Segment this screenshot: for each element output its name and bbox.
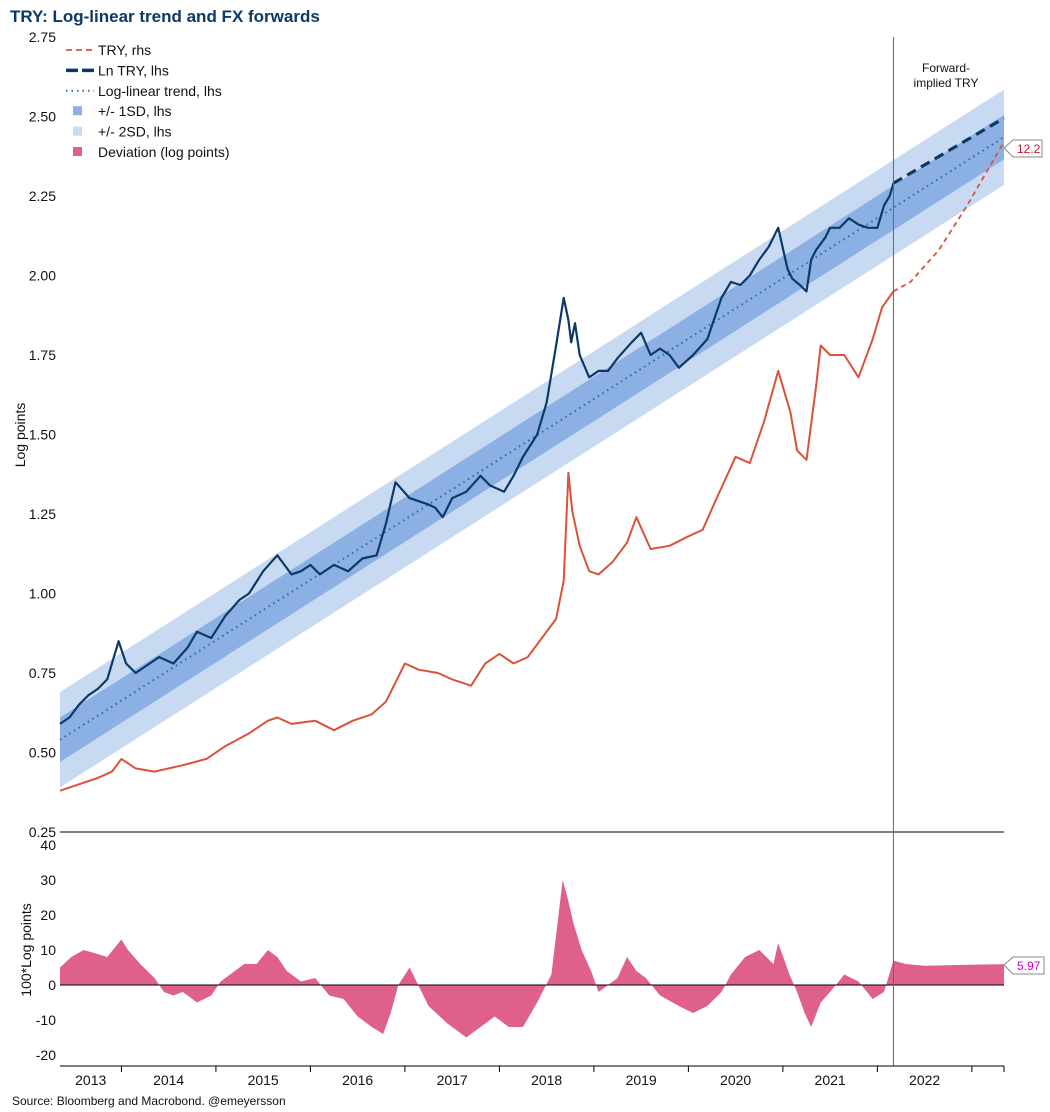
x-axis: 2013 2014 2015 2016 2017 2018 2019 2020 2021 2022 — [60, 1065, 1005, 1088]
chart-title: TRY: Log-linear trend and FX forwards — [10, 7, 320, 26]
series-line-3 — [892, 141, 1005, 293]
legend-label: Ln TRY, lhs — [98, 62, 169, 78]
sd1-band — [60, 114, 1004, 763]
top-y-tick-label: 2.75 — [29, 29, 56, 45]
top-y-tick-label: 1.00 — [29, 586, 56, 602]
legend-swatch — [73, 126, 82, 136]
legend-item: Deviation (log points) — [73, 144, 230, 160]
bottom-plot: -20 -10 0 10 20 30 40 100*Log points 5.97 — [18, 837, 1045, 1063]
top-y-tick-label: 0.75 — [29, 665, 56, 681]
bottom-y-tick-label: 10 — [40, 942, 56, 958]
bottom-y-tick-label: 40 — [40, 837, 56, 853]
bottom-y-axis-label: 100*Log points — [18, 903, 34, 996]
top-y-ticks: 0.25 0.50 0.75 1.00 1.25 1.50 1.75 2.00 2.25 2.50… — [29, 29, 56, 840]
top-y-tick-label: 2.50 — [29, 109, 56, 125]
series-line-2 — [59, 290, 895, 792]
top-plot: 0.25 0.50 0.75 1.00 1.25 1.50 1.75 2.00 2.25 2.50… — [12, 29, 1043, 840]
bottom-y-tick-label: 30 — [40, 872, 56, 888]
x-tick-label: 2020 — [720, 1072, 751, 1088]
bottom-y-tick-label: -20 — [36, 1047, 56, 1063]
legend-item: Ln TRY, lhs — [66, 62, 169, 78]
x-tick-label: 2022 — [909, 1072, 940, 1088]
x-tick-label: 2018 — [531, 1072, 562, 1088]
legend-label: +/- 1SD, lhs — [98, 103, 172, 119]
deviation-series-group — [60, 880, 1004, 1038]
bottom-y-tick-label: 20 — [40, 907, 56, 923]
x-tick-label: 2014 — [153, 1072, 184, 1088]
forward-value-label: 12.2 — [1017, 142, 1041, 156]
source-note: Source: Bloomberg and Macrobond. @emeyer… — [12, 1094, 286, 1108]
legend-item: +/- 1SD, lhs — [73, 103, 172, 119]
top-y-axis-label: Log points — [12, 403, 28, 468]
legend-label: Deviation (log points) — [98, 144, 230, 160]
deviation-value-callout-box — [1003, 956, 1045, 975]
top-y-tick-label: 1.25 — [29, 506, 56, 522]
deviation-value-label: 5.97 — [1017, 959, 1041, 973]
x-ticks: 2013 2014 2015 2016 2017 2018 2019 2020 2021 2022 — [75, 1066, 1005, 1088]
legend: TRY, rhs Ln TRY, lhs Log-linear trend, lhs… — [66, 42, 230, 160]
x-tick-label: 2019 — [626, 1072, 657, 1088]
legend-label: Log-linear trend, lhs — [98, 83, 222, 99]
x-tick-label: 2021 — [815, 1072, 846, 1088]
series-line-1 — [892, 116, 1005, 185]
top-y-tick-label: 1.50 — [29, 427, 56, 443]
bottom-y-tick-label: 0 — [48, 977, 56, 993]
top-y-tick-label: 2.00 — [29, 268, 56, 284]
x-tick-label: 2017 — [437, 1072, 468, 1088]
top-y-tick-label: 2.25 — [29, 188, 56, 204]
top-series-group — [59, 116, 1005, 792]
deviation-value-callout: 5.97 — [1003, 956, 1045, 975]
series-line-0 — [59, 182, 895, 725]
forward-annotation-line2: implied TRY — [914, 76, 979, 90]
legend-label: TRY, rhs — [98, 42, 151, 58]
top-y-tick-label: 1.75 — [29, 347, 56, 363]
top-y-tick-label: 0.50 — [29, 745, 56, 761]
forward-annotation-line1: Forward- — [922, 61, 970, 75]
bottom-y-ticks: -20 -10 0 10 20 30 40 — [36, 837, 56, 1063]
deviation-area — [60, 880, 1004, 1038]
bottom-y-tick-label: -10 — [36, 1012, 56, 1028]
legend-item: +/- 2SD, lhs — [73, 124, 172, 140]
x-tick-label: 2016 — [342, 1072, 373, 1088]
top-y-tick-label: 0.25 — [29, 824, 56, 840]
legend-label: +/- 2SD, lhs — [98, 124, 172, 140]
x-tick-label: 2013 — [75, 1072, 106, 1088]
legend-item: Log-linear trend, lhs — [66, 83, 222, 99]
forward-value-callout: 12.2 — [1003, 139, 1043, 158]
legend-swatch — [73, 106, 82, 116]
x-tick-label: 2015 — [248, 1072, 279, 1088]
forward-value-callout-box — [1003, 139, 1043, 158]
legend-item: TRY, rhs — [66, 42, 151, 58]
legend-swatch — [73, 147, 82, 156]
